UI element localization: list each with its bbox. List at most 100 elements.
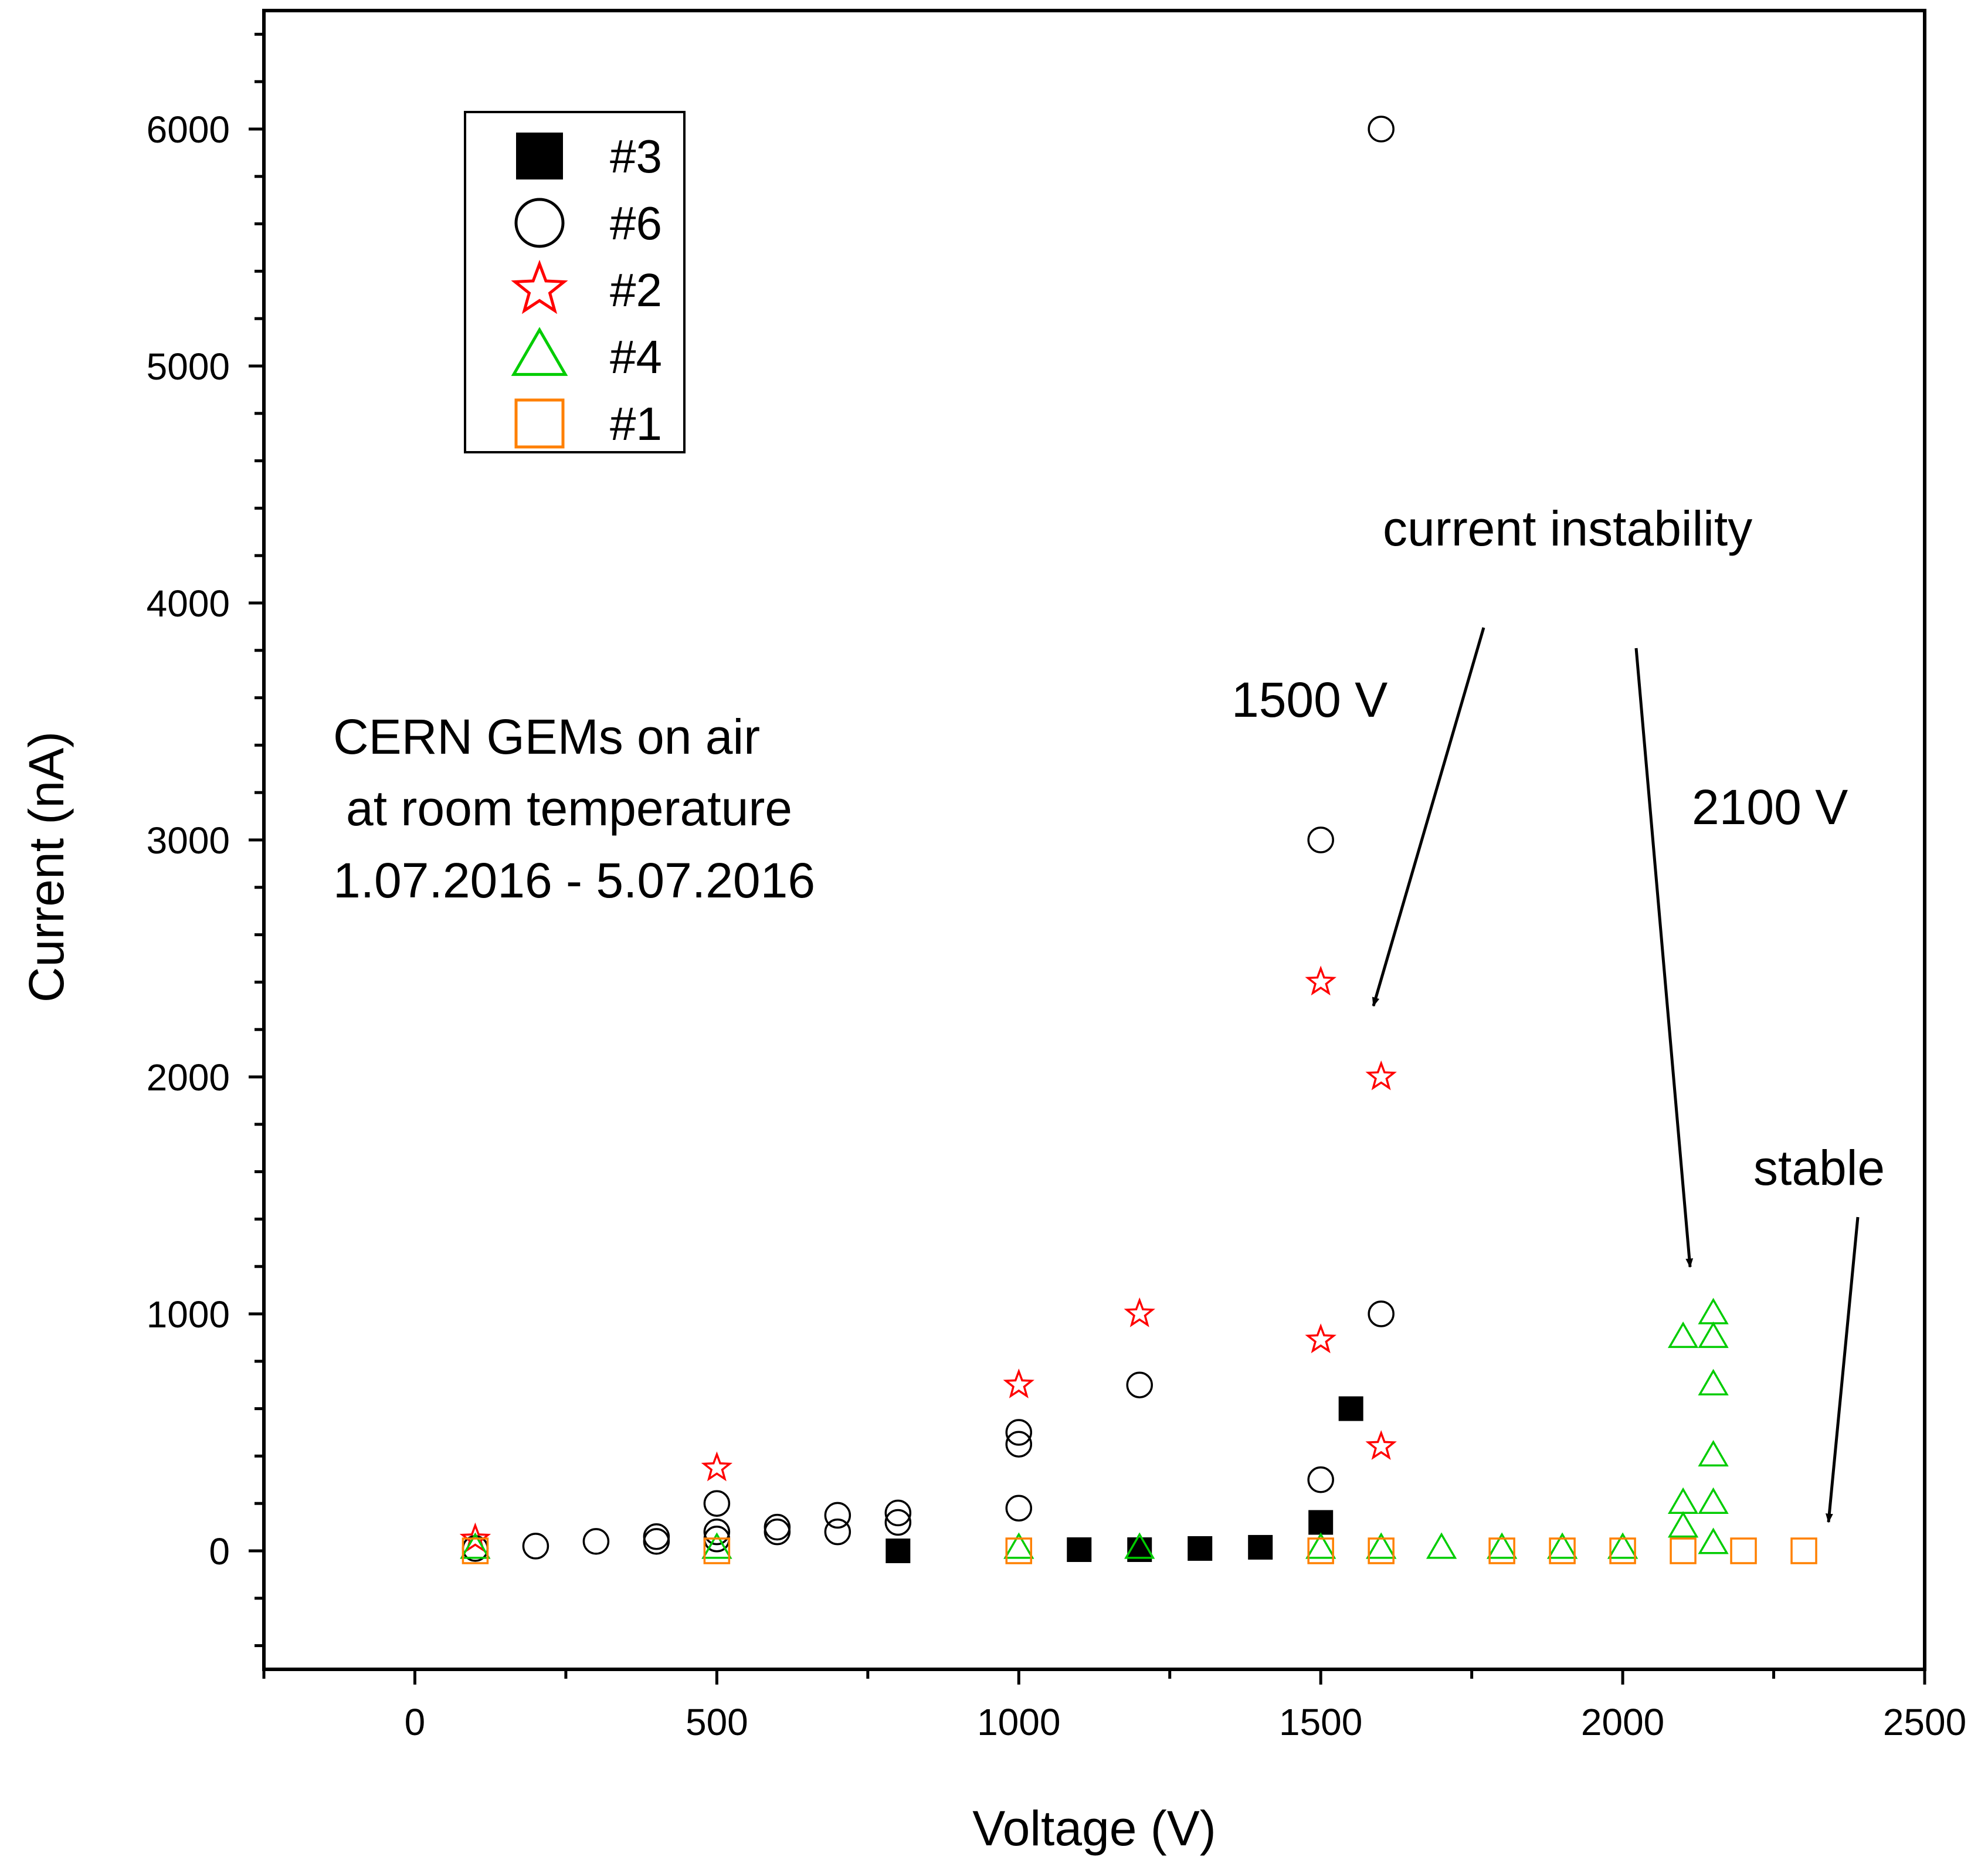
data-point — [1790, 1537, 1817, 1564]
data-point — [1365, 1060, 1397, 1090]
x-tick-label: 1500 — [1279, 1701, 1362, 1743]
y-axis: 0 1000 2000 3000 4000 5000 6000 — [147, 32, 264, 1648]
data-point — [1698, 1297, 1729, 1324]
legend-label: #3 — [610, 130, 662, 182]
data-point — [764, 1513, 791, 1541]
annotation-1500v: 1500 V — [1232, 672, 1387, 727]
data-point — [1368, 1300, 1395, 1327]
data-point — [701, 1532, 732, 1559]
data-point — [1305, 1532, 1336, 1559]
data-point — [1005, 1431, 1033, 1458]
arrow-2100v — [1634, 648, 1694, 1268]
data-point — [1124, 1532, 1155, 1559]
data-point — [1698, 1487, 1729, 1514]
annotation-title-line-2: at room temperature — [346, 781, 792, 836]
data-point — [1338, 1396, 1363, 1421]
data-point — [1307, 1537, 1334, 1564]
data-point — [1005, 1419, 1033, 1446]
data-point — [522, 1533, 549, 1560]
data-point — [1124, 1297, 1155, 1327]
legend-marker — [514, 398, 565, 449]
data-point — [884, 1499, 912, 1527]
data-point — [643, 1528, 670, 1555]
data-point — [701, 1451, 733, 1482]
data-point — [1670, 1537, 1697, 1564]
data-point — [1308, 1510, 1334, 1535]
legend: #3 #6 #2 #4 #1 — [464, 111, 686, 453]
legend-label: #2 — [610, 264, 662, 316]
data-point — [824, 1518, 851, 1546]
data-point — [1667, 1487, 1699, 1514]
legend-marker — [514, 198, 565, 248]
data-point — [1488, 1537, 1515, 1564]
y-tick-label: 1000 — [147, 1293, 230, 1336]
data-point — [1698, 1322, 1729, 1348]
data-point — [884, 1509, 912, 1536]
data-point — [1698, 1527, 1729, 1554]
data-point — [703, 1537, 731, 1564]
data-point — [1003, 1532, 1034, 1559]
arrow-1500v — [1372, 627, 1485, 1007]
data-point — [1307, 826, 1334, 853]
data-point — [1003, 1368, 1034, 1398]
data-point — [703, 1518, 731, 1546]
data-point — [1698, 1440, 1729, 1467]
data-point — [703, 1490, 731, 1517]
arrow-stable — [1826, 1217, 1860, 1523]
data-point — [824, 1502, 851, 1529]
data-point — [1188, 1536, 1213, 1561]
data-point — [1005, 1495, 1033, 1522]
y-tick-label: 0 — [209, 1530, 230, 1573]
data-point — [1005, 1537, 1033, 1564]
annotation-2100v: 2100 V — [1692, 780, 1848, 835]
legend-label: #1 — [610, 398, 662, 450]
data-point — [886, 1539, 911, 1563]
x-tick-label: 2500 — [1883, 1701, 1966, 1743]
x-tick-label: 2000 — [1581, 1701, 1664, 1743]
y-axis-title: Current (nA) — [19, 731, 74, 1002]
y-tick-label: 4000 — [147, 582, 230, 625]
data-point — [1607, 1532, 1638, 1559]
annotation-current-instability: current instability — [1383, 501, 1752, 556]
legend-marker — [516, 133, 563, 179]
x-tick-label: 500 — [686, 1701, 748, 1743]
data-point — [1426, 1532, 1457, 1559]
legend-label: #4 — [610, 331, 662, 383]
data-point — [1305, 965, 1336, 996]
data-point — [1698, 1368, 1729, 1395]
x-axis-title: Voltage (V) — [972, 1801, 1216, 1856]
y-tick-label: 5000 — [147, 345, 230, 388]
annotation-stable: stable — [1753, 1140, 1885, 1195]
data-point — [764, 1518, 791, 1546]
data-points — [459, 116, 1817, 1564]
data-point — [1368, 116, 1395, 143]
y-tick-label: 6000 — [147, 109, 230, 151]
legend-box — [464, 111, 686, 453]
annotations: CERN GEMs on air at room temperature 1.0… — [333, 501, 1885, 1523]
annotation-title-line-1: CERN GEMs on air — [333, 709, 760, 764]
y-tick-label: 3000 — [147, 819, 230, 862]
data-point — [460, 1532, 491, 1559]
legend-marker — [511, 327, 568, 376]
data-point — [1667, 1511, 1699, 1538]
data-point — [1305, 1323, 1336, 1354]
data-point — [1368, 1537, 1395, 1564]
x-axis: 0 500 1000 1500 2000 2500 — [262, 1669, 1966, 1743]
data-point — [1486, 1532, 1518, 1559]
x-tick-label: 0 — [405, 1701, 426, 1743]
data-point — [643, 1523, 670, 1550]
x-tick-label: 1000 — [977, 1701, 1060, 1743]
annotation-title-line-3: 1.07.2016 - 5.07.2016 — [333, 853, 815, 908]
data-point — [1730, 1537, 1757, 1564]
data-point — [1067, 1537, 1092, 1562]
series-1 — [886, 1396, 1363, 1563]
data-point — [1609, 1537, 1636, 1564]
series-3 — [459, 965, 1397, 1553]
data-point — [1126, 1371, 1153, 1398]
data-point — [459, 1522, 491, 1553]
data-point — [1546, 1532, 1578, 1559]
data-point — [1307, 1466, 1334, 1493]
data-point — [1366, 1532, 1397, 1559]
data-point — [1365, 1430, 1397, 1460]
